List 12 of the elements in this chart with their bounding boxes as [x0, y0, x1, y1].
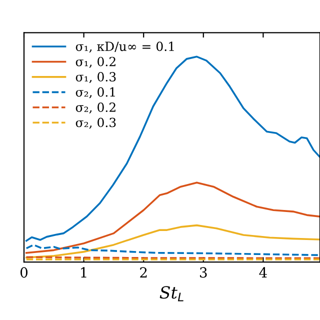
- legend-label: σ₂, 0.3: [76, 118, 116, 129]
- x-tick-label: 1: [81, 267, 86, 278]
- legend-label: σ₁, 0.3: [76, 72, 116, 84]
- x-tick-label: 2: [140, 267, 147, 278]
- x-tick-label: 0: [20, 267, 28, 278]
- legend-label: σ₂, 0.2: [76, 102, 116, 114]
- x-tick-label: 3: [200, 267, 207, 278]
- x-tick-label: 4: [259, 267, 267, 278]
- legend-label: σ₁, 0.2: [76, 56, 116, 68]
- x-axis-title: St$_{L}$: [160, 286, 184, 302]
- legend-label: σ₁, κD/u∞ = 0.1: [76, 42, 174, 53]
- legend-label: σ₂, 0.1: [76, 87, 115, 98]
